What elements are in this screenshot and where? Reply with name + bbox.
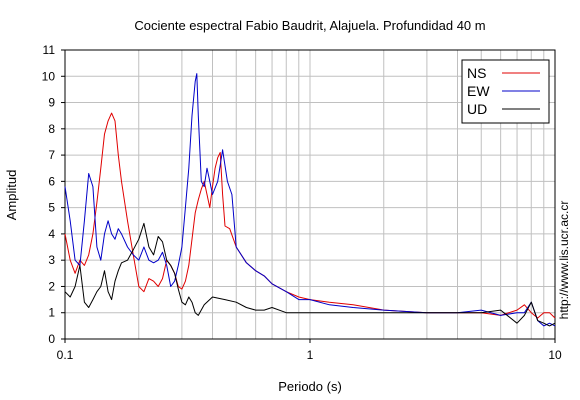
- series-lines: [64, 73, 556, 327]
- y-axis-label: Amplitud: [4, 170, 19, 221]
- x-tick-label: 10: [548, 348, 562, 362]
- y-tick-label: 8: [48, 122, 55, 136]
- x-axis-label: Periodo (s): [278, 379, 342, 394]
- y-tick-label: 3: [48, 253, 55, 267]
- y-tick-label: 11: [43, 43, 56, 57]
- series-line-ew: [64, 73, 556, 327]
- y-tick-label: 7: [48, 148, 55, 162]
- y-axis-ticks: 0 1 2 3 4 5 6 7 8 9 10 11: [42, 43, 65, 346]
- y-tick-label: 9: [48, 96, 55, 110]
- x-tick-label: 0.1: [57, 348, 74, 362]
- y-tick-label: 5: [48, 201, 55, 215]
- legend-label-ud: UD: [467, 101, 487, 117]
- legend-label-ew: EW: [467, 83, 490, 99]
- y-tick-label: 6: [48, 174, 55, 188]
- y-tick-label: 10: [42, 69, 56, 83]
- website-credit: http://www.lis.ucr.ac.cr: [557, 201, 571, 320]
- legend: NS EW UD: [461, 59, 550, 124]
- chart-title: Cociente espectral Fabio Baudrit, Alajue…: [134, 18, 485, 33]
- series-line-ud: [64, 222, 556, 327]
- y-tick-label: 0: [48, 332, 55, 346]
- y-tick-label: 1: [48, 306, 55, 320]
- x-tick-label: 1: [307, 348, 314, 362]
- x-axis-ticks: 0.1 1 10: [57, 339, 562, 362]
- y-tick-label: 4: [48, 227, 55, 241]
- legend-label-ns: NS: [467, 65, 486, 81]
- y-tick-label: 2: [48, 279, 55, 293]
